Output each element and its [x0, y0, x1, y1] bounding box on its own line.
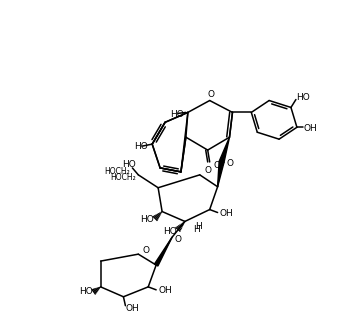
- Text: H: H: [193, 225, 200, 234]
- Text: O: O: [205, 166, 212, 175]
- Polygon shape: [218, 162, 224, 187]
- Text: HO: HO: [170, 110, 184, 119]
- Text: O: O: [214, 161, 221, 171]
- Polygon shape: [154, 237, 172, 266]
- Text: H: H: [195, 222, 202, 231]
- Text: HO: HO: [141, 215, 154, 224]
- Text: O: O: [207, 90, 214, 99]
- Text: HOCH₂: HOCH₂: [105, 167, 130, 176]
- Text: HO: HO: [135, 142, 148, 151]
- Text: O: O: [142, 246, 149, 255]
- Text: HO: HO: [163, 227, 177, 236]
- Text: HO: HO: [79, 287, 93, 296]
- Text: O: O: [227, 159, 234, 168]
- Text: HO: HO: [296, 93, 310, 102]
- Text: O: O: [175, 235, 182, 244]
- Text: OH: OH: [220, 209, 233, 218]
- Polygon shape: [219, 137, 229, 163]
- Text: OH: OH: [304, 124, 318, 133]
- Text: HOCH₂: HOCH₂: [111, 173, 136, 182]
- Text: HO: HO: [122, 160, 136, 170]
- Text: OH: OH: [125, 304, 139, 313]
- Text: OH: OH: [158, 286, 172, 295]
